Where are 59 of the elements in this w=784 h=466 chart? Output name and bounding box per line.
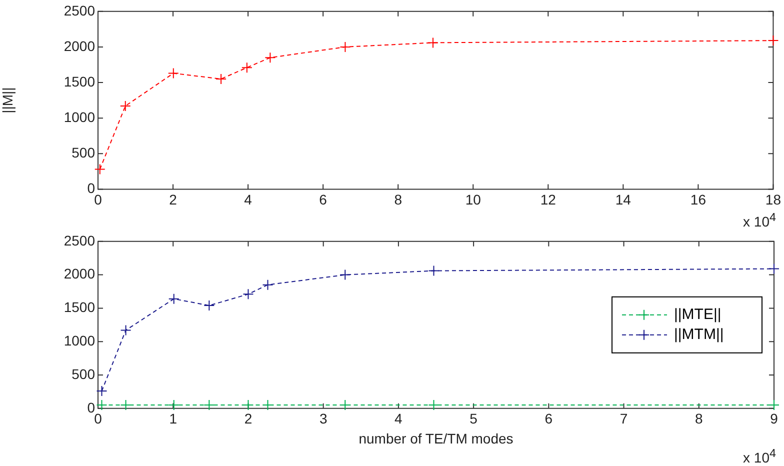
x-tick-label: 9 <box>770 410 778 427</box>
x-axis-title: number of TE/TM modes <box>358 430 514 446</box>
y-tick-label: 2500 <box>64 232 96 248</box>
point <box>94 164 106 175</box>
y-tick-label: 1500 <box>64 73 96 90</box>
point <box>168 68 179 79</box>
x-tick-label: 5 <box>470 410 478 427</box>
x-tick-label: 18 <box>765 191 782 208</box>
x-tick-label: 8 <box>394 191 402 208</box>
x-tick-label: 10 <box>465 191 482 208</box>
text: x 10$^{4}$ <box>743 211 776 230</box>
point <box>428 265 440 276</box>
point <box>428 400 440 411</box>
point <box>168 400 180 411</box>
x-tick-label: 4 <box>244 191 252 208</box>
text: x 10$^{4}$ <box>743 447 776 466</box>
x-tick-label: 6 <box>319 191 328 208</box>
x-tick-label: 12 <box>540 191 556 208</box>
x-tick-label: 8 <box>694 410 703 427</box>
point <box>96 400 108 411</box>
y-tick-label: 1500 <box>64 299 96 316</box>
y-tick-label: 0 <box>87 180 96 196</box>
x-tick-label: 6 <box>544 410 553 427</box>
y-tick-label: 1000 <box>64 332 96 348</box>
x-tick-label: 16 <box>690 191 706 208</box>
y-tick-label: 500 <box>72 144 96 160</box>
x-tick-label: 2 <box>169 191 178 208</box>
point <box>340 269 351 280</box>
y-tick-label: 2500 <box>64 2 96 18</box>
x-tick-label: 4 <box>394 410 403 427</box>
y-tick-label: 2000 <box>64 38 96 54</box>
point <box>340 41 351 52</box>
x-tick-label: 2 <box>244 410 252 427</box>
legend-label: ||MTE|| <box>674 306 722 324</box>
x-tick-label: 14 <box>615 191 632 208</box>
x-tick-label: 1 <box>169 410 178 427</box>
y-tick-label: 1000 <box>64 108 96 125</box>
point <box>242 288 254 300</box>
point <box>96 386 108 397</box>
point <box>768 263 780 274</box>
y-tick-label: 500 <box>72 366 96 382</box>
point <box>120 324 132 336</box>
point <box>216 73 227 84</box>
legend-label: ||MTM|| <box>674 326 724 344</box>
point <box>120 400 132 411</box>
y-tick-label: 0 <box>87 399 96 416</box>
point <box>241 62 252 74</box>
y-axis-title: ||M|| <box>0 87 16 114</box>
y-tick-label: 2000 <box>64 266 96 282</box>
point <box>427 37 438 48</box>
point <box>264 52 276 64</box>
point <box>120 100 131 112</box>
x-tick-label: 7 <box>620 410 628 427</box>
x-tick-label: 3 <box>319 410 328 427</box>
point <box>262 279 274 290</box>
point <box>204 400 215 411</box>
point <box>768 35 779 46</box>
point <box>168 293 180 304</box>
point <box>204 300 215 312</box>
